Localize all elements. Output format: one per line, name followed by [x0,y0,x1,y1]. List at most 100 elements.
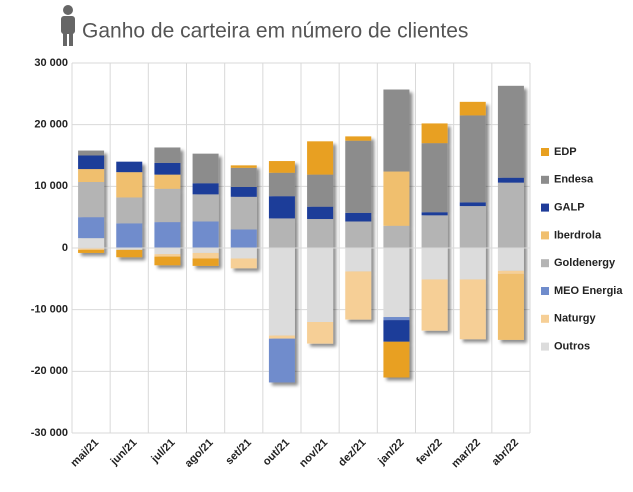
bar-segment [78,238,105,248]
bar-segment [345,136,372,141]
bar-segment [383,320,410,342]
bar-segment [192,194,219,222]
bars [78,85,524,383]
legend-label: Goldenergy [554,257,616,269]
legend-label: MEO Energia [554,285,623,297]
bar-segment [78,248,105,250]
bar-segment [497,182,524,248]
legend-label: Iberdrola [554,229,602,241]
bar-segment [421,143,448,213]
legend-swatch [541,342,549,351]
bar-segment [383,317,410,321]
bar-segment [230,165,257,168]
bar-segment [497,248,524,271]
y-tick-label: 0 [62,242,68,254]
bar-segment [307,206,334,220]
bar-segment [268,218,295,248]
bar-segment [78,155,105,170]
legend-label: Endesa [554,174,594,186]
bar-segment [307,141,334,175]
x-tick-label: abr/22 [490,437,521,468]
bar-segment [154,162,181,175]
y-tick-label: 20 000 [34,119,68,131]
bar-segment [154,222,181,248]
x-tick-label: mai/21 [69,437,102,470]
bar-segment [78,182,105,218]
bar-segment [383,225,410,248]
bar-segment [154,174,181,189]
bar-segment [383,341,410,378]
x-tick-label: set/21 [223,437,254,468]
bar-segment [154,256,181,266]
bar-segment [116,248,143,250]
bar-segment [459,202,486,207]
bar-segment [268,338,295,383]
bar-segment [421,212,448,216]
legend-swatch [541,259,549,268]
x-tick-label: dez/21 [336,437,368,469]
bar-segment [116,161,143,173]
bar-segment [116,223,143,248]
bar-segment [459,248,486,280]
legend-label: GALP [554,202,585,214]
legend-swatch [541,314,549,323]
bar-segment [192,258,219,266]
bar-segment [116,172,143,198]
bar-segment [497,85,524,178]
y-tick-label: 10 000 [34,180,68,192]
bar-segment [268,248,295,336]
bar-segment [230,229,257,248]
bar-segment [154,188,181,223]
bar-segment [230,186,257,197]
x-tick-label: nov/21 [297,437,330,470]
bar-segment [307,248,334,322]
legend-swatch [541,148,549,156]
x-tick-label: jun/21 [108,437,140,469]
bar-segment [230,196,257,230]
legend-swatch [541,231,549,240]
bar-segment [192,248,219,253]
legend-swatch [541,175,549,184]
legend-label: EDP [554,146,577,158]
x-tick-label: jul/21 [149,437,178,466]
bar-segment [345,212,372,222]
bar-segment [421,279,448,331]
bar-segment [345,271,372,320]
bar-segment [192,153,219,184]
bar-segment [116,249,143,258]
bar-segment [154,147,181,163]
bar-segment [268,172,295,197]
bar-segment [497,273,524,340]
legend-label: Naturgy [554,313,596,325]
bar-segment [78,169,105,183]
bar-segment [192,252,219,259]
bar-segment [307,219,334,248]
x-tick-label: mar/22 [449,437,483,471]
bar-segment [497,270,524,274]
bar-segment [383,248,410,318]
bar-segment [421,215,448,248]
bar-segment [192,221,219,248]
bar-segment [459,279,486,340]
bar-segment [230,258,257,269]
x-tick-label: jan/22 [375,437,406,468]
y-tick-label: -30 000 [31,427,68,439]
legend-swatch [541,203,549,212]
bar-segment [192,183,219,195]
bar-segment [268,335,295,339]
person-icon [61,5,75,46]
bar-segment [230,248,257,259]
bar-segment [421,123,448,144]
bar-segment [345,221,372,248]
x-tick-label: out/21 [261,437,292,468]
bar-segment [459,115,486,203]
x-tick-label: fev/22 [414,437,445,468]
bar-segment [116,197,143,224]
bar-segment [497,177,524,183]
bar-segment [383,89,410,172]
bar-segment [307,174,334,207]
bar-segment [230,167,257,187]
bar-segment [154,254,181,257]
bar-segment [78,249,105,253]
bar-segment [459,206,486,248]
